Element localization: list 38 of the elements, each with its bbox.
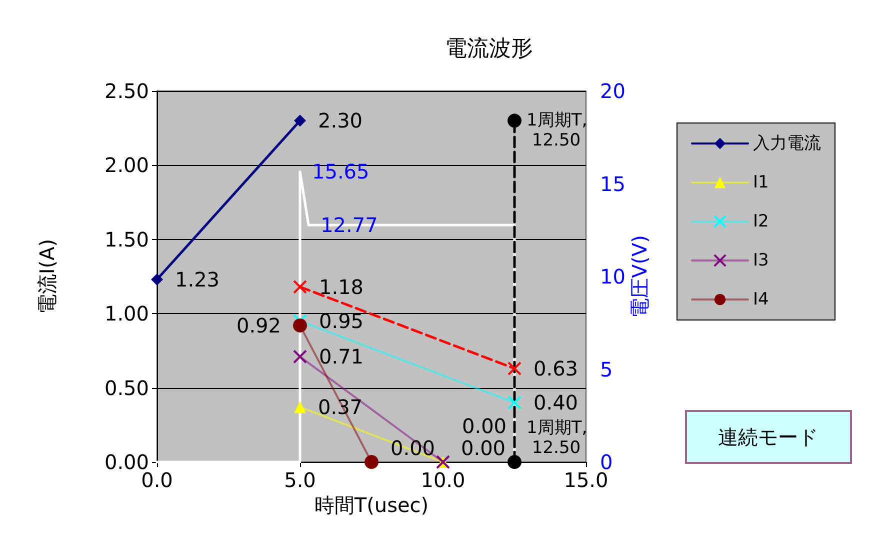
y-tick-label: 1.00	[104, 302, 149, 326]
text: 連続モード	[718, 425, 818, 449]
data-label: 0.00	[462, 414, 507, 438]
y2-axis-title: 電圧V(V)	[627, 235, 652, 318]
data-label: 0.63	[534, 356, 578, 381]
y-tick-label: 1.50	[104, 227, 149, 252]
data-label: 12.77	[320, 213, 378, 238]
data-label: 0.40	[534, 390, 578, 415]
data-label: 0.00	[390, 436, 436, 460]
y-axis-title: 電流I(A)	[35, 238, 59, 314]
legend-label: I4	[753, 290, 769, 310]
legend-label: I1	[753, 172, 769, 192]
data-label: 0.92	[236, 313, 281, 338]
y-tick-label: 0.50	[104, 376, 149, 400]
x-tick-label: 10.0	[420, 468, 466, 492]
y2-tick-label: 10	[600, 264, 626, 288]
x-tick-label: 0.0	[141, 468, 173, 492]
legend-label: I2	[753, 212, 769, 232]
data-label: 0.00	[461, 436, 506, 460]
data-label: 1.23	[175, 267, 220, 292]
chart-title: 電流波形	[445, 36, 533, 62]
data-label: 0.37	[318, 395, 363, 420]
y2-tick-label: 15	[600, 172, 626, 196]
legend-label: I3	[753, 250, 769, 270]
x-axis-title: 時間T(usec)	[314, 492, 429, 517]
annotation: 1周期T, 12.50	[526, 110, 588, 151]
y-tick-label: 2.50	[104, 79, 149, 103]
y2-tick-label: 5	[600, 357, 613, 382]
data-label: 15.65	[312, 160, 370, 184]
data-label: 1.18	[319, 274, 364, 299]
x-tick-label: 5.0	[284, 468, 316, 492]
y2-tick-label: 20	[600, 79, 626, 103]
data-label: 0.71	[319, 344, 364, 369]
legend-label: 入力電流	[753, 134, 821, 154]
annotation: 1周期T, 12.50	[526, 418, 588, 458]
data-label: 2.30	[318, 108, 363, 133]
x-tick-label: 15.0	[564, 468, 608, 492]
y-tick-label: 2.00	[104, 153, 149, 178]
